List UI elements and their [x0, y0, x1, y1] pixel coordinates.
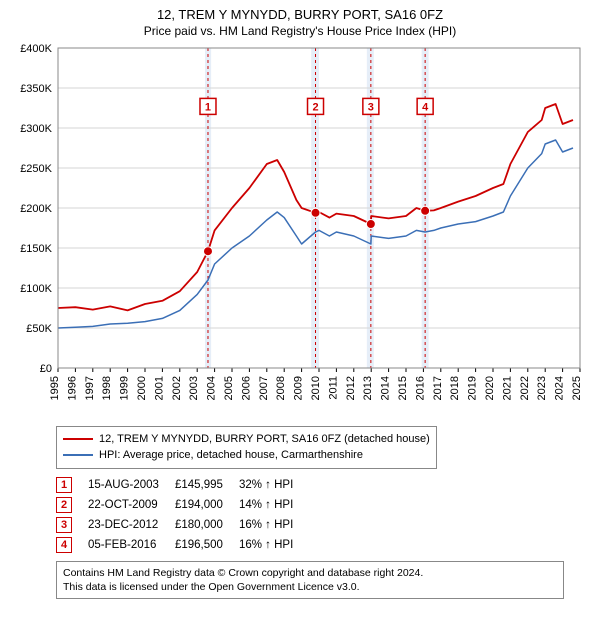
svg-text:£200K: £200K — [20, 203, 52, 215]
svg-text:2007: 2007 — [258, 376, 270, 400]
chart-legend: 12, TREM Y MYNYDD, BURRY PORT, SA16 0FZ … — [56, 426, 437, 469]
legend-label: 12, TREM Y MYNYDD, BURRY PORT, SA16 0FZ … — [99, 431, 430, 448]
svg-text:£250K: £250K — [20, 163, 52, 175]
transaction-date: 05-FEB-2016 — [88, 535, 175, 555]
svg-text:2019: 2019 — [467, 376, 479, 400]
footer-attribution: Contains HM Land Registry data © Crown c… — [56, 561, 564, 599]
svg-text:2018: 2018 — [449, 376, 461, 400]
svg-text:2001: 2001 — [153, 376, 165, 400]
footer-line: Contains HM Land Registry data © Crown c… — [63, 566, 557, 580]
transaction-price: £145,995 — [175, 475, 239, 495]
transaction-index: 1 — [56, 477, 72, 493]
legend-swatch — [63, 454, 93, 456]
svg-text:2012: 2012 — [345, 376, 357, 400]
transaction-row: 4 05-FEB-2016£196,50016% ↑ HPI — [56, 535, 309, 555]
svg-text:1: 1 — [205, 101, 211, 113]
transaction-delta: 16% ↑ HPI — [239, 515, 309, 535]
svg-text:1997: 1997 — [84, 376, 96, 400]
legend-item: 12, TREM Y MYNYDD, BURRY PORT, SA16 0FZ … — [63, 431, 430, 448]
svg-text:£0: £0 — [40, 363, 52, 375]
svg-text:2024: 2024 — [554, 376, 566, 400]
svg-text:2020: 2020 — [484, 376, 496, 400]
page-subtitle: Price paid vs. HM Land Registry's House … — [10, 24, 590, 38]
svg-text:£50K: £50K — [26, 323, 52, 335]
svg-text:2010: 2010 — [310, 376, 322, 400]
transaction-delta: 16% ↑ HPI — [239, 535, 309, 555]
legend-label: HPI: Average price, detached house, Carm… — [99, 447, 363, 464]
svg-text:1999: 1999 — [119, 376, 131, 400]
svg-text:1995: 1995 — [49, 376, 61, 400]
svg-text:2014: 2014 — [380, 376, 392, 400]
legend-swatch — [63, 438, 93, 440]
footer-line: This data is licensed under the Open Gov… — [63, 580, 557, 594]
transaction-delta: 14% ↑ HPI — [239, 495, 309, 515]
svg-text:£300K: £300K — [20, 123, 52, 135]
svg-text:£350K: £350K — [20, 83, 52, 95]
svg-text:2025: 2025 — [571, 376, 583, 400]
svg-text:2009: 2009 — [293, 376, 305, 400]
transactions-table: 1 15-AUG-2003£145,99532% ↑ HPI 2 22-OCT-200… — [56, 475, 590, 555]
transaction-date: 22-OCT-2009 — [88, 495, 175, 515]
transaction-delta: 32% ↑ HPI — [239, 475, 309, 495]
svg-text:£400K: £400K — [20, 43, 52, 55]
svg-text:2013: 2013 — [362, 376, 374, 400]
transaction-date: 15-AUG-2003 — [88, 475, 175, 495]
transaction-row: 1 15-AUG-2003£145,99532% ↑ HPI — [56, 475, 309, 495]
svg-text:2006: 2006 — [240, 376, 252, 400]
svg-text:2011: 2011 — [327, 376, 339, 400]
price-chart: £0 £50K £100K £150K £200K £250K £300K £350K £400… — [10, 42, 590, 422]
transaction-date: 23-DEC-2012 — [88, 515, 175, 535]
svg-text:4: 4 — [422, 101, 429, 113]
svg-text:£150K: £150K — [20, 243, 52, 255]
svg-text:2002: 2002 — [171, 376, 183, 400]
svg-text:2015: 2015 — [397, 376, 409, 400]
svg-text:2017: 2017 — [432, 376, 444, 400]
legend-item: HPI: Average price, detached house, Carm… — [63, 447, 430, 464]
transaction-index: 4 — [56, 537, 72, 553]
svg-text:2022: 2022 — [519, 376, 531, 400]
transaction-price: £196,500 — [175, 535, 239, 555]
svg-text:1996: 1996 — [66, 376, 78, 400]
svg-text:2023: 2023 — [536, 376, 548, 400]
transaction-index: 3 — [56, 517, 72, 533]
svg-text:1998: 1998 — [101, 376, 113, 400]
svg-text:£100K: £100K — [20, 283, 52, 295]
transaction-price: £180,000 — [175, 515, 239, 535]
transaction-row: 3 23-DEC-2012£180,00016% ↑ HPI — [56, 515, 309, 535]
svg-text:2003: 2003 — [188, 376, 200, 400]
svg-text:2008: 2008 — [275, 376, 287, 400]
page-title: 12, TREM Y MYNYDD, BURRY PORT, SA16 0FZ — [10, 6, 590, 24]
svg-text:2016: 2016 — [414, 376, 426, 400]
transaction-price: £194,000 — [175, 495, 239, 515]
transaction-row: 2 22-OCT-2009£194,00014% ↑ HPI — [56, 495, 309, 515]
svg-text:2021: 2021 — [501, 376, 513, 400]
svg-text:2004: 2004 — [206, 376, 218, 400]
svg-text:2005: 2005 — [223, 376, 235, 400]
svg-text:2000: 2000 — [136, 376, 148, 400]
transaction-index: 2 — [56, 497, 72, 513]
svg-text:3: 3 — [368, 101, 374, 113]
svg-text:2: 2 — [312, 101, 318, 113]
